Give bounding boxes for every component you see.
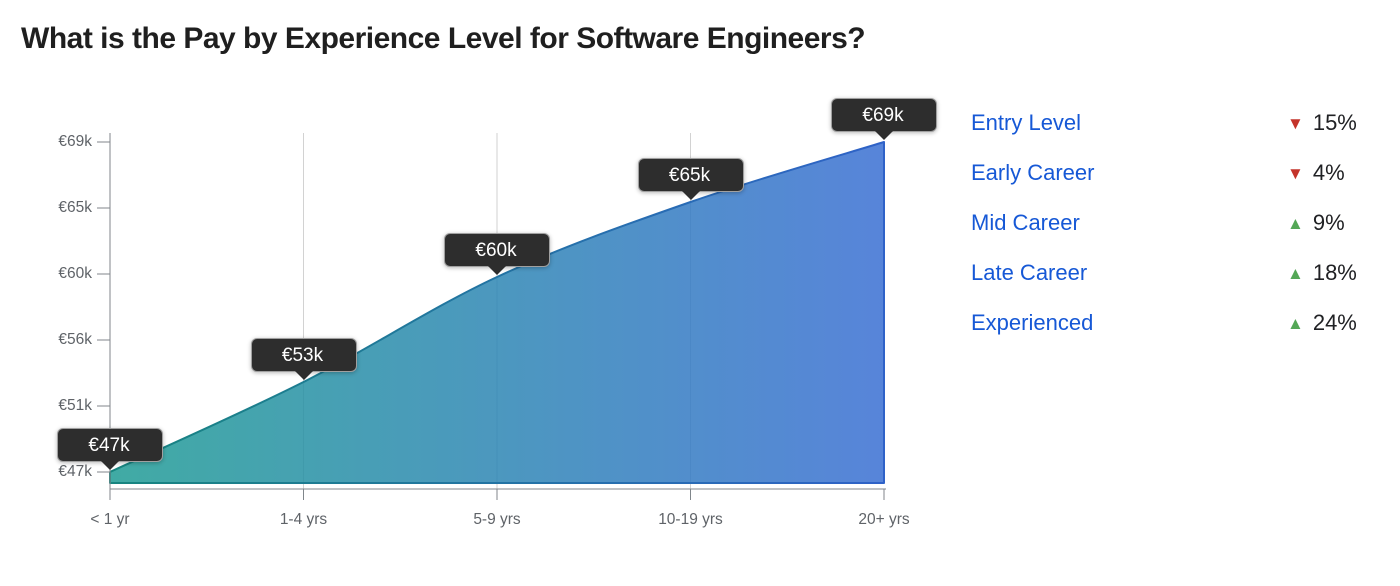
- x-axis-label: 10-19 yrs: [658, 511, 723, 528]
- point-value-tooltip: €53k: [250, 338, 357, 372]
- page-title: What is the Pay by Experience Level for …: [21, 22, 866, 55]
- point-value-tooltip: €69k: [831, 98, 937, 132]
- up-triangle-icon: ▲: [1287, 213, 1304, 233]
- legend-percent: 9%: [1312, 210, 1345, 235]
- point-value-tooltip: €47k: [57, 428, 163, 462]
- x-axis-label: 1-4 yrs: [279, 511, 328, 528]
- legend-label-mid-career[interactable]: Mid Career: [971, 210, 1080, 235]
- chart-canvas: [97, 133, 886, 500]
- legend-label-early-career[interactable]: Early Career: [971, 160, 1095, 185]
- delta-experienced: ▲ 24%: [1287, 310, 1363, 336]
- legend-row-early-career: Early Career ▼ 4%: [971, 148, 1363, 198]
- y-tick-label: €69k: [58, 133, 92, 150]
- legend-row-mid-career: Mid Career ▲ 9%: [971, 198, 1363, 248]
- y-tick-label: €51k: [58, 397, 92, 414]
- legend-row-experienced: Experienced ▲ 24%: [971, 298, 1363, 348]
- x-axis-label: 20+ yrs: [858, 511, 910, 528]
- point-value-tooltip: €60k: [444, 233, 550, 267]
- y-tick-label: €47k: [58, 463, 92, 480]
- up-triangle-icon: ▲: [1287, 313, 1304, 333]
- x-axis-label: < 1 yr: [90, 511, 130, 528]
- pay-area-chart: €47k €51k €56k €60k €65k €69k < 1 yr 1-4…: [0, 0, 960, 586]
- up-triangle-icon: ▲: [1287, 263, 1304, 283]
- x-axis-label: 5-9 yrs: [473, 511, 521, 528]
- experience-level-legend: Entry Level ▼ 15% Early Career ▼ 4% Mid …: [971, 98, 1363, 348]
- down-triangle-icon: ▼: [1287, 163, 1304, 183]
- y-axis-tick-labels: €47k €51k €56k €60k €65k €69k: [0, 0, 92, 586]
- legend-row-entry-level: Entry Level ▼ 15%: [971, 98, 1363, 148]
- legend-percent: 4%: [1312, 160, 1345, 185]
- down-triangle-icon: ▼: [1287, 113, 1304, 133]
- delta-early-career: ▼ 4%: [1287, 160, 1363, 186]
- delta-entry-level: ▼ 15%: [1287, 110, 1363, 136]
- y-tick-label: €60k: [58, 265, 92, 282]
- legend-label-late-career[interactable]: Late Career: [971, 260, 1088, 285]
- y-tick-label: €56k: [58, 331, 92, 348]
- point-value-tooltip: €65k: [637, 158, 744, 192]
- delta-mid-career: ▲ 9%: [1287, 210, 1363, 236]
- delta-late-career: ▲ 18%: [1287, 260, 1363, 286]
- legend-percent: 18%: [1312, 260, 1357, 285]
- y-tick-label: €65k: [58, 199, 92, 216]
- legend-label-experienced[interactable]: Experienced: [971, 310, 1094, 335]
- legend-label-entry-level[interactable]: Entry Level: [971, 110, 1082, 135]
- axis-tick-marks: [97, 141, 885, 500]
- legend-row-late-career: Late Career ▲ 18%: [971, 248, 1363, 298]
- legend-percent: 15%: [1312, 110, 1357, 135]
- legend-percent: 24%: [1312, 310, 1357, 335]
